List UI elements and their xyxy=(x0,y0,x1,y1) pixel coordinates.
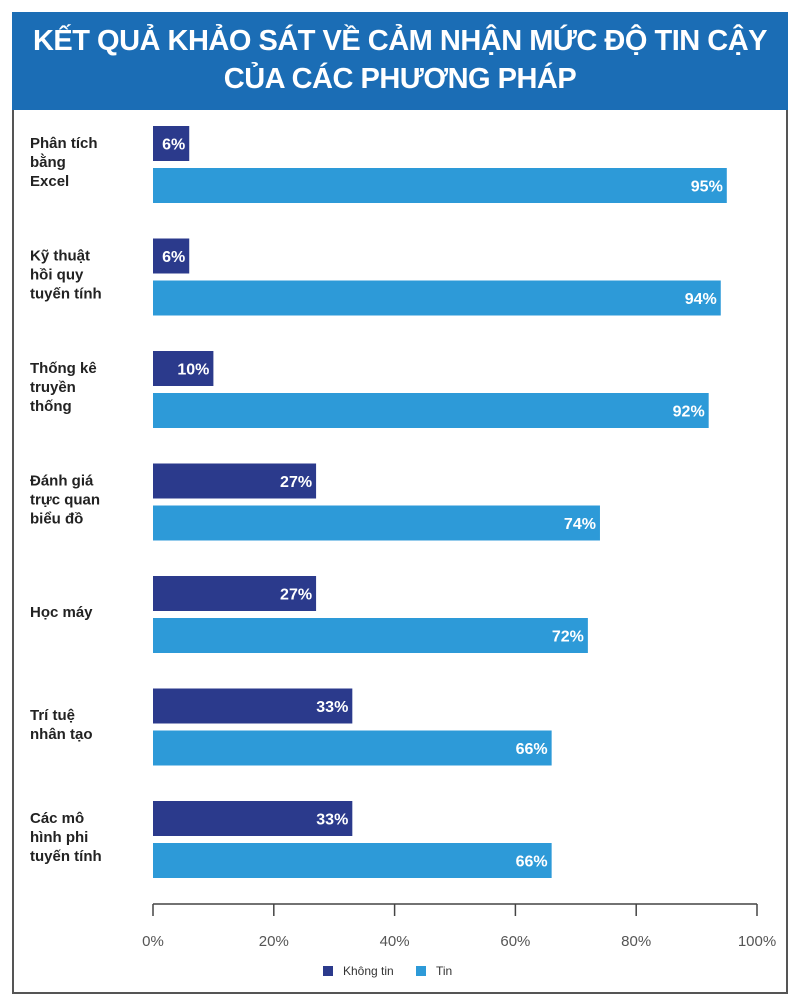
x-tick-label: 60% xyxy=(500,933,530,950)
category-label: biểu đồ xyxy=(30,511,83,528)
category-label: Các mô xyxy=(30,810,84,827)
data-label: 92% xyxy=(673,404,705,421)
data-label: 66% xyxy=(516,854,548,871)
data-label: 10% xyxy=(177,362,209,379)
category-label: Phân tích xyxy=(30,135,98,152)
category-label: Kỹ thuật xyxy=(30,248,90,265)
data-label: 27% xyxy=(280,474,312,491)
category-label: Học máy xyxy=(30,604,93,621)
bar-tin xyxy=(153,843,552,878)
legend-swatch xyxy=(416,966,426,976)
bar-tin xyxy=(153,168,727,203)
category-label: nhân tạo xyxy=(30,726,93,743)
data-label: 33% xyxy=(316,812,348,829)
data-label: 27% xyxy=(280,587,312,604)
x-tick-label: 40% xyxy=(380,933,410,950)
title-line-1: KẾT QUẢ KHẢO SÁT VỀ CẢM NHẬN MỨC ĐỘ TIN … xyxy=(32,25,768,57)
legend-label: Không tin xyxy=(343,964,394,978)
data-label: 6% xyxy=(162,249,185,266)
x-tick-label: 0% xyxy=(142,933,164,950)
x-tick-label: 100% xyxy=(738,933,776,950)
category-label: Trí tuệ xyxy=(30,707,75,724)
data-label: 94% xyxy=(685,291,717,308)
bar-tin xyxy=(153,730,552,766)
data-label: 95% xyxy=(691,179,723,196)
x-tick-label: 80% xyxy=(621,933,651,950)
data-label: 6% xyxy=(162,137,185,154)
x-tick-label: 20% xyxy=(259,933,289,950)
category-label: Thống kê xyxy=(30,360,97,377)
bar-tin xyxy=(153,505,600,541)
category-label: truyền xyxy=(30,379,76,396)
bar-khong-tin xyxy=(153,576,317,611)
category-label: hồi quy xyxy=(30,267,84,284)
data-label: 72% xyxy=(552,629,584,646)
category-label: thống xyxy=(30,398,72,415)
title-line-2: CỦA CÁC PHƯƠNG PHÁP xyxy=(223,63,577,95)
category-label: trực quan xyxy=(30,492,100,509)
data-label: 74% xyxy=(564,516,596,533)
bar-khong-tin xyxy=(153,801,353,836)
bar-khong-tin xyxy=(153,463,317,499)
bar-khong-tin xyxy=(153,351,214,386)
data-label: 66% xyxy=(516,741,548,758)
bar-khong-tin xyxy=(153,126,190,161)
bar-tin xyxy=(153,618,588,653)
chart-title: KẾT QUẢ KHẢO SÁT VỀ CẢM NHẬN MỨC ĐỘ TIN … xyxy=(12,12,788,110)
bar-tin xyxy=(153,280,721,316)
bar-khong-tin xyxy=(153,238,190,274)
category-label: Đánh giá xyxy=(30,473,94,490)
data-label: 33% xyxy=(316,699,348,716)
category-label: tuyến tính xyxy=(30,848,102,865)
category-label: bằng xyxy=(30,153,66,171)
category-label: tuyến tính xyxy=(30,286,102,303)
legend-label: Tin xyxy=(436,964,452,978)
bar-khong-tin xyxy=(153,688,353,724)
category-label: Excel xyxy=(30,173,69,190)
legend-swatch xyxy=(323,966,333,976)
bar-tin xyxy=(153,393,709,428)
category-label: hình phi xyxy=(30,829,88,846)
